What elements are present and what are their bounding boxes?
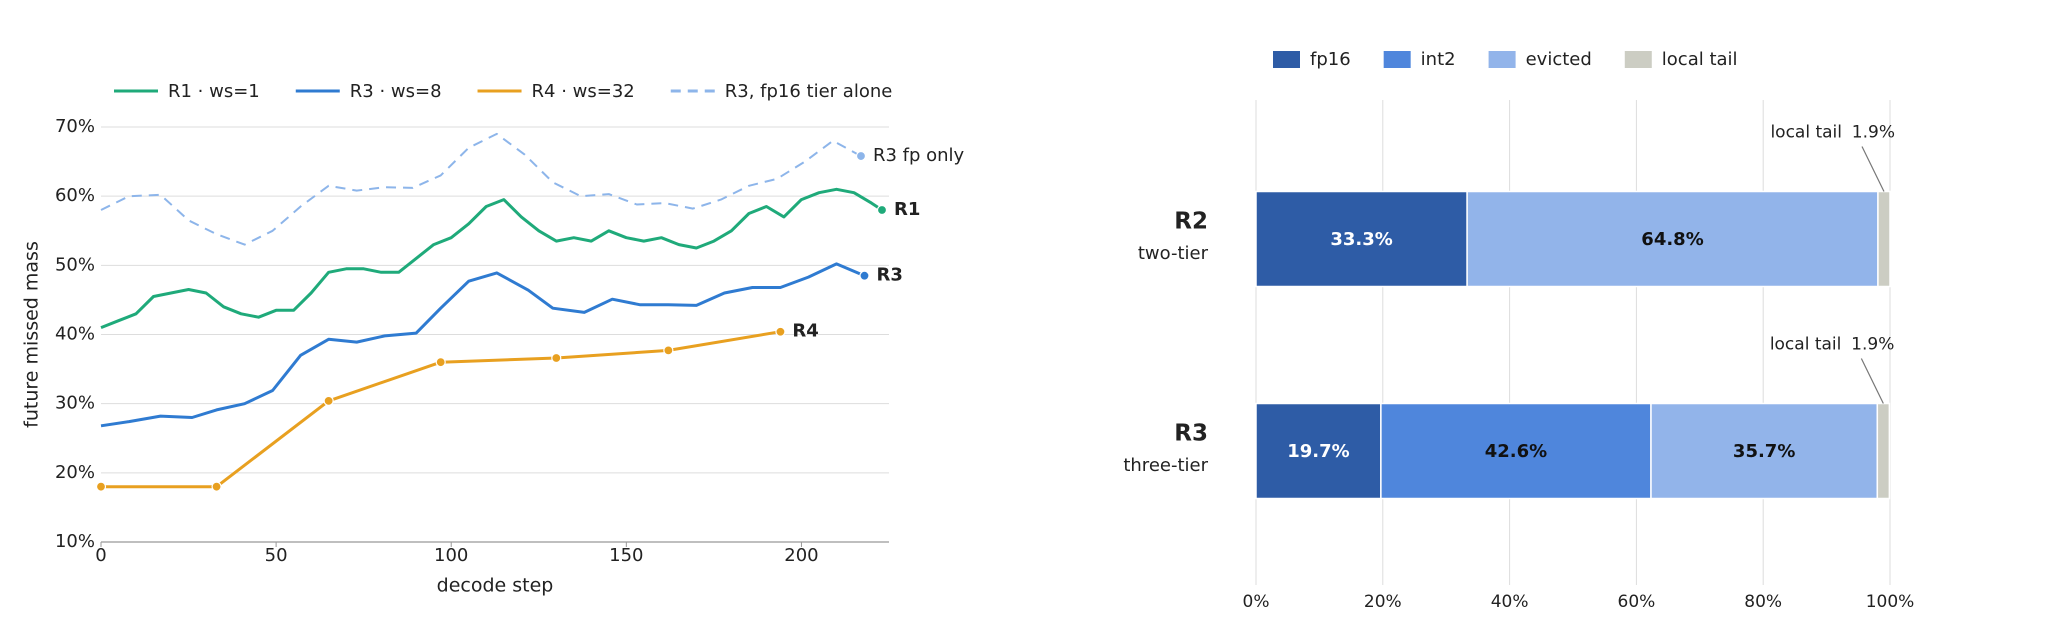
bar-segment	[1650, 402, 1879, 500]
legend-label: R1 · ws=1	[168, 81, 260, 102]
legend-label: R3, fp16 tier alone	[725, 81, 893, 102]
end-label: R3 fp only	[873, 145, 965, 166]
legend-swatch	[1273, 51, 1300, 68]
x-tick-label: 0%	[1243, 592, 1270, 612]
y-tick-label: 20%	[55, 462, 95, 483]
legend-swatch	[1624, 51, 1652, 68]
category-subtitle: two-tier	[1138, 243, 1209, 264]
point	[663, 345, 674, 356]
callout-value: 1.9%	[1852, 123, 1895, 143]
line-series	[100, 187, 883, 329]
point	[859, 270, 870, 281]
bar-segment	[1877, 190, 1891, 288]
point	[211, 481, 222, 492]
x-axis-label: decode step	[437, 575, 554, 597]
bar-segment	[1255, 190, 1468, 288]
value-label: 19.7%	[1287, 441, 1349, 462]
legend-label: R3 · ws=8	[350, 81, 442, 102]
legend-label: evicted	[1526, 49, 1592, 70]
legend-label: R4 · ws=32	[532, 81, 635, 102]
point	[435, 357, 446, 368]
x-tick-label: 100	[434, 545, 468, 566]
x-tick-label: 60%	[1618, 592, 1656, 612]
legend-label: fp16	[1310, 49, 1351, 70]
point	[855, 150, 867, 162]
bar-segment	[1255, 402, 1382, 500]
y-tick-label: 70%	[55, 116, 95, 137]
x-tick-label: 0	[95, 545, 106, 566]
y-axis-label: future missed mass	[21, 241, 43, 428]
x-tick-label: 50	[265, 545, 288, 566]
point	[551, 352, 562, 364]
legend-label: local tail	[1662, 49, 1738, 70]
x-tick-label: 100%	[1866, 592, 1915, 612]
point	[775, 326, 786, 337]
y-tick-label: 10%	[55, 531, 95, 552]
value-label: 64.8%	[1641, 229, 1703, 250]
legend-label: int2	[1421, 49, 1456, 70]
bar-segment	[1380, 402, 1652, 500]
x-tick-label: 150	[609, 545, 643, 566]
category-label: R3	[1174, 421, 1208, 447]
legend-swatch	[1383, 51, 1411, 68]
bar-segment	[1466, 190, 1879, 288]
y-tick-label: 30%	[55, 393, 95, 414]
bar-segment	[1876, 402, 1891, 500]
callout-line	[1861, 146, 1885, 192]
y-tick-label: 60%	[55, 185, 95, 206]
end-label: R3	[876, 265, 902, 286]
y-tick-label: 40%	[55, 324, 95, 345]
y-tick-label: 50%	[55, 254, 95, 275]
point	[323, 395, 334, 406]
category-label: R2	[1174, 209, 1208, 235]
end-label: R1	[894, 199, 920, 220]
category-subtitle: three-tier	[1123, 455, 1208, 476]
callout-value: 1.9%	[1851, 335, 1894, 355]
value-label: 35.7%	[1733, 441, 1795, 462]
end-label: R4	[792, 321, 818, 342]
legend-swatch	[1488, 51, 1516, 68]
callout-line	[1860, 358, 1884, 404]
line-series	[100, 262, 866, 428]
x-tick-label: 200	[784, 545, 818, 566]
value-label: 33.3%	[1330, 229, 1392, 250]
line-series	[101, 330, 781, 489]
point	[876, 204, 888, 216]
x-tick-label: 80%	[1744, 592, 1782, 612]
line-series	[100, 132, 862, 246]
callout-name: local tail	[1770, 123, 1842, 143]
value-label: 42.6%	[1485, 441, 1547, 462]
x-tick-label: 20%	[1364, 592, 1402, 612]
callout-name: local tail	[1770, 335, 1842, 355]
x-tick-label: 40%	[1491, 592, 1529, 612]
point	[95, 481, 107, 492]
